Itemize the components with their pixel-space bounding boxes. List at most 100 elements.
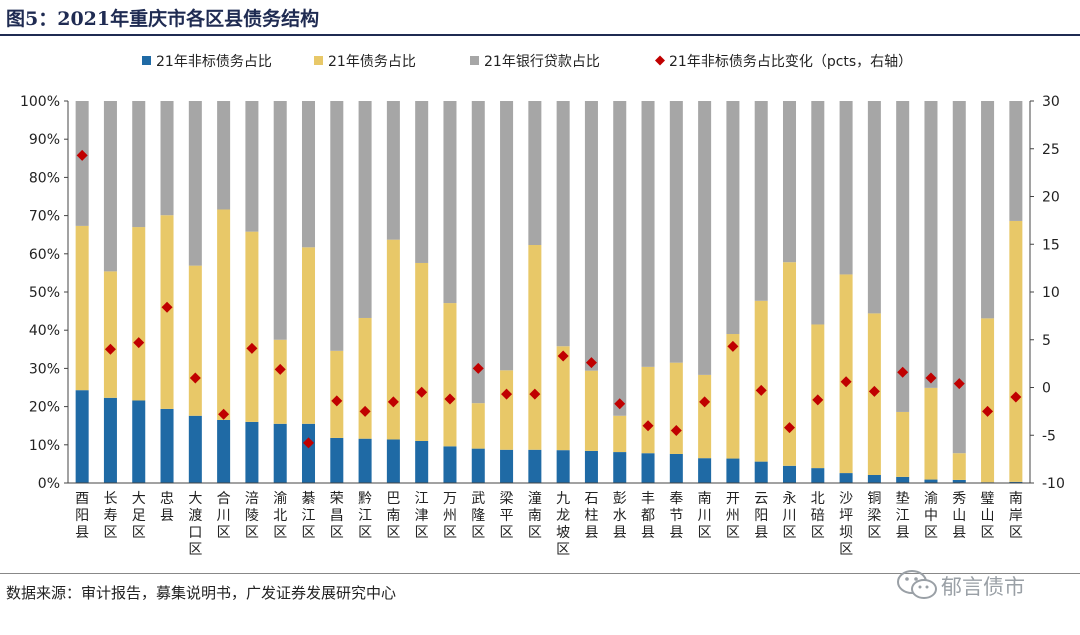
source-note: 数据来源：审计报告，募集说明书，广发证券发展研究中心 <box>6 584 397 602</box>
change-marker <box>784 422 795 434</box>
bar-nonstandard <box>330 437 344 483</box>
y-left-tick-label: 90% <box>29 132 60 148</box>
legend-label: 21年债务占比 <box>328 54 416 70</box>
y-left-tick-label: 20% <box>29 400 60 416</box>
change-marker <box>218 408 230 420</box>
category-label: 渝北区 <box>273 491 287 541</box>
change-marker <box>416 386 428 398</box>
axes-layer: 0% 10% 20% 30% 40% 50% 60% 70% 80% 90% 100% -10 -5 0 5… <box>20 94 1065 492</box>
y-left-tick-label: 10% <box>29 438 60 454</box>
bar-loan <box>867 101 881 314</box>
change-marker <box>755 384 767 396</box>
change-marker <box>246 342 258 354</box>
bar-nonstandard <box>160 408 174 483</box>
bar-loan <box>103 101 117 272</box>
bar-nonstandard <box>782 465 797 483</box>
category-label: 秀山县 <box>952 491 966 541</box>
bar-nonstandard <box>358 438 372 483</box>
bar-bond <box>386 239 400 440</box>
bar-loan <box>811 101 825 325</box>
bar-bond <box>698 374 712 459</box>
legend-label: 21年银行贷款占比 <box>484 54 600 70</box>
change-marker <box>303 437 314 449</box>
bar-nonstandard <box>188 415 202 483</box>
bar-bond <box>952 453 966 480</box>
change-marker <box>897 366 909 378</box>
source-rule <box>0 573 1080 574</box>
bar-nonstandard <box>698 458 712 483</box>
y-right-tick-label: 20 <box>1042 190 1060 206</box>
bar-bond <box>584 370 598 451</box>
bar-nonstandard <box>1009 481 1023 483</box>
bar-nonstandard <box>613 452 627 483</box>
category-label: 云阳县 <box>754 491 768 541</box>
bar-nonstandard <box>500 449 514 483</box>
change-marker <box>840 376 852 388</box>
bar-loan <box>160 101 174 216</box>
change-marker <box>699 396 711 408</box>
category-label: 南岸区 <box>1009 491 1023 541</box>
change-marker <box>557 350 569 362</box>
bar-nonstandard <box>415 440 429 483</box>
category-label: 九龙坡区 <box>556 491 570 558</box>
bar-loan <box>471 101 485 404</box>
change-marker <box>614 398 626 410</box>
change-marker <box>670 424 682 436</box>
bar-bond <box>726 334 740 459</box>
markers-layer <box>76 149 1022 449</box>
category-label: 丰都县 <box>641 491 655 541</box>
category-label: 彭水县 <box>613 491 627 541</box>
legend-swatch <box>655 55 665 66</box>
bar-loan <box>726 101 740 335</box>
legend-label: 21年非标债务占比 <box>156 54 272 70</box>
bar-bond <box>981 318 995 483</box>
bar-nonstandard <box>245 421 259 483</box>
category-label: 荣昌区 <box>330 491 344 541</box>
legend-label: 21年非标债务占比变化（pcts，右轴） <box>669 54 912 70</box>
change-marker <box>444 393 456 405</box>
bar-nonstandard <box>754 461 768 483</box>
bar-bond <box>75 225 89 391</box>
stacked-bar-chart: 21年非标债务占比 21年债务占比 21年银行贷款占比 21年非标债务占比变化（pct… <box>20 54 1065 558</box>
change-marker <box>133 337 145 349</box>
bar-nonstandard <box>952 479 966 483</box>
y-left-tick-label: 50% <box>29 285 60 301</box>
bar-nonstandard <box>584 450 598 483</box>
change-marker <box>529 388 541 400</box>
change-marker <box>331 395 343 407</box>
bar-bond <box>471 403 485 449</box>
bar-loan <box>584 101 598 371</box>
bar-loan <box>556 101 570 347</box>
change-marker <box>727 340 739 352</box>
y-right-tick-label: 15 <box>1042 237 1060 253</box>
bar-bond <box>754 300 768 462</box>
change-marker <box>953 378 965 390</box>
change-marker <box>868 385 880 397</box>
change-marker <box>585 357 597 369</box>
bar-loan <box>386 101 400 240</box>
bar-nonstandard <box>556 450 570 483</box>
category-label: 梁平区 <box>500 491 514 541</box>
bar-nonstandard <box>301 423 316 483</box>
bar-bond <box>528 245 542 450</box>
category-label: 黔江区 <box>358 491 372 541</box>
bar-loan <box>924 101 938 388</box>
bar-bond <box>188 265 202 416</box>
change-marker <box>274 363 286 375</box>
category-label: 酉阳县 <box>75 491 89 541</box>
bar-bond <box>1009 220 1023 482</box>
category-label: 綦江区 <box>302 491 316 541</box>
bar-nonstandard <box>75 390 89 483</box>
category-label: 潼南区 <box>528 490 542 541</box>
category-label: 永川区 <box>783 491 797 541</box>
bar-bond <box>613 415 627 453</box>
legend-swatch <box>314 56 323 65</box>
bar-loan <box>669 101 683 363</box>
bar-bond <box>669 362 683 454</box>
bar-loan <box>698 101 712 375</box>
category-label: 合川区 <box>217 491 231 541</box>
y-left-tick-label: 60% <box>29 247 60 263</box>
bar-nonstandard <box>528 449 542 483</box>
category-label: 渝中区 <box>924 491 938 541</box>
watermark: 郁言债市 <box>895 568 1055 602</box>
